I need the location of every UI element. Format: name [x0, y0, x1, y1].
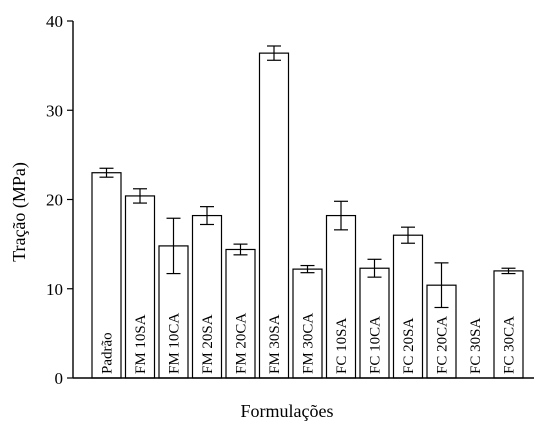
category-label: FC 30SA: [468, 318, 484, 374]
bar: [359, 267, 390, 379]
category-label: FM 30SA: [267, 314, 283, 374]
category-label: FC 20SA: [401, 318, 417, 374]
y-axis-title: Tração (MPa): [9, 162, 30, 262]
y-tick-label: 40: [46, 12, 63, 31]
y-tick-label: 20: [46, 191, 63, 210]
category-label: FM 10SA: [133, 314, 149, 374]
category-label: Padrão: [100, 332, 116, 374]
x-axis-title: Formulações: [241, 401, 334, 421]
bar: [91, 172, 122, 379]
category-label: FM 20CA: [234, 313, 250, 374]
category-label: FC 10SA: [334, 318, 350, 374]
category-label: FC 10CA: [368, 316, 384, 374]
bar: [292, 268, 323, 379]
bar: [493, 270, 524, 379]
chart-marks: Padrão FM 10SA FM 10CA FM 20SA FM 20CA FM 30S…: [91, 45, 524, 379]
category-label: FC 20CA: [435, 316, 451, 374]
category-label: FC 30CA: [502, 316, 518, 374]
category-label: FM 20SA: [200, 314, 216, 374]
y-axis-ticks: 0 10 20 30 40: [46, 12, 73, 388]
y-tick-label: 30: [46, 101, 63, 120]
bar: [325, 214, 357, 379]
category-label: FM 10CA: [167, 313, 183, 374]
category-label: FM 30CA: [301, 313, 317, 374]
y-tick-label: 0: [55, 369, 64, 388]
y-tick-label: 10: [46, 280, 63, 299]
